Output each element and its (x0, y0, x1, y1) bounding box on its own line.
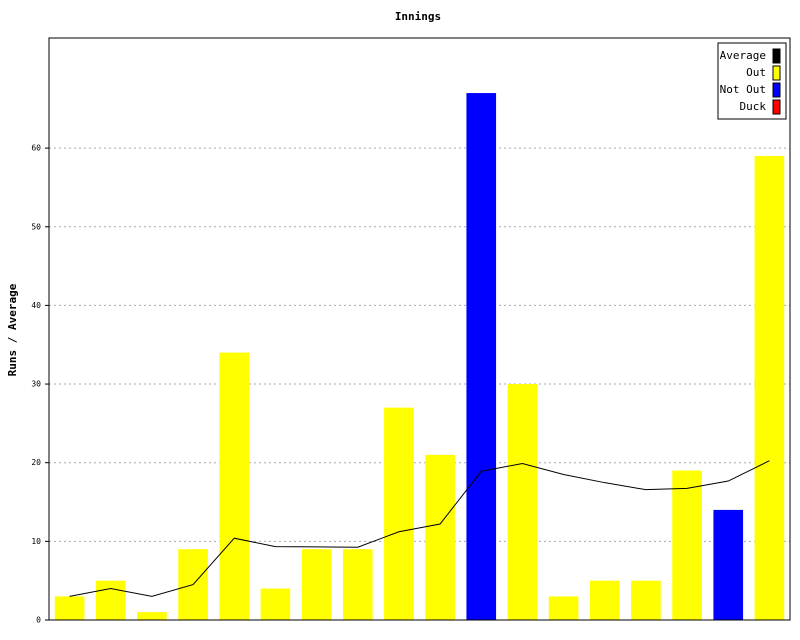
bar (713, 509, 744, 620)
bar (507, 384, 538, 620)
legend-swatch (772, 48, 781, 64)
bar (425, 454, 455, 620)
bar (219, 352, 250, 620)
legend-swatch (772, 65, 781, 81)
bar (754, 155, 785, 621)
bar (672, 470, 702, 620)
legend-label: Not Out (720, 83, 766, 96)
legend-swatch (772, 82, 781, 98)
bar (589, 580, 620, 620)
bar (54, 596, 85, 620)
bar (301, 549, 332, 620)
bar (137, 612, 167, 620)
bar (466, 93, 497, 620)
legend-label: Out (746, 66, 766, 79)
y-tick-label: 10 (31, 537, 41, 546)
legend-label: Duck (740, 100, 767, 113)
bar (384, 407, 414, 620)
y-tick-label: 0 (36, 616, 41, 625)
legend-label: Average (720, 49, 766, 62)
bar (95, 580, 126, 620)
y-tick-label: 60 (31, 144, 41, 153)
bar (548, 596, 579, 620)
bar (631, 580, 661, 620)
y-tick-label: 30 (31, 380, 41, 389)
y-tick-label: 40 (31, 301, 41, 310)
y-tick-label: 20 (31, 458, 41, 467)
chart-title: Innings (395, 10, 441, 23)
y-axis-label: Runs / Average (6, 283, 19, 376)
bar (260, 588, 291, 620)
average-line (69, 460, 770, 597)
y-tick-label: 50 (31, 222, 41, 231)
bar (342, 549, 373, 620)
plot-frame (48, 37, 791, 621)
legend-swatch (772, 99, 781, 115)
